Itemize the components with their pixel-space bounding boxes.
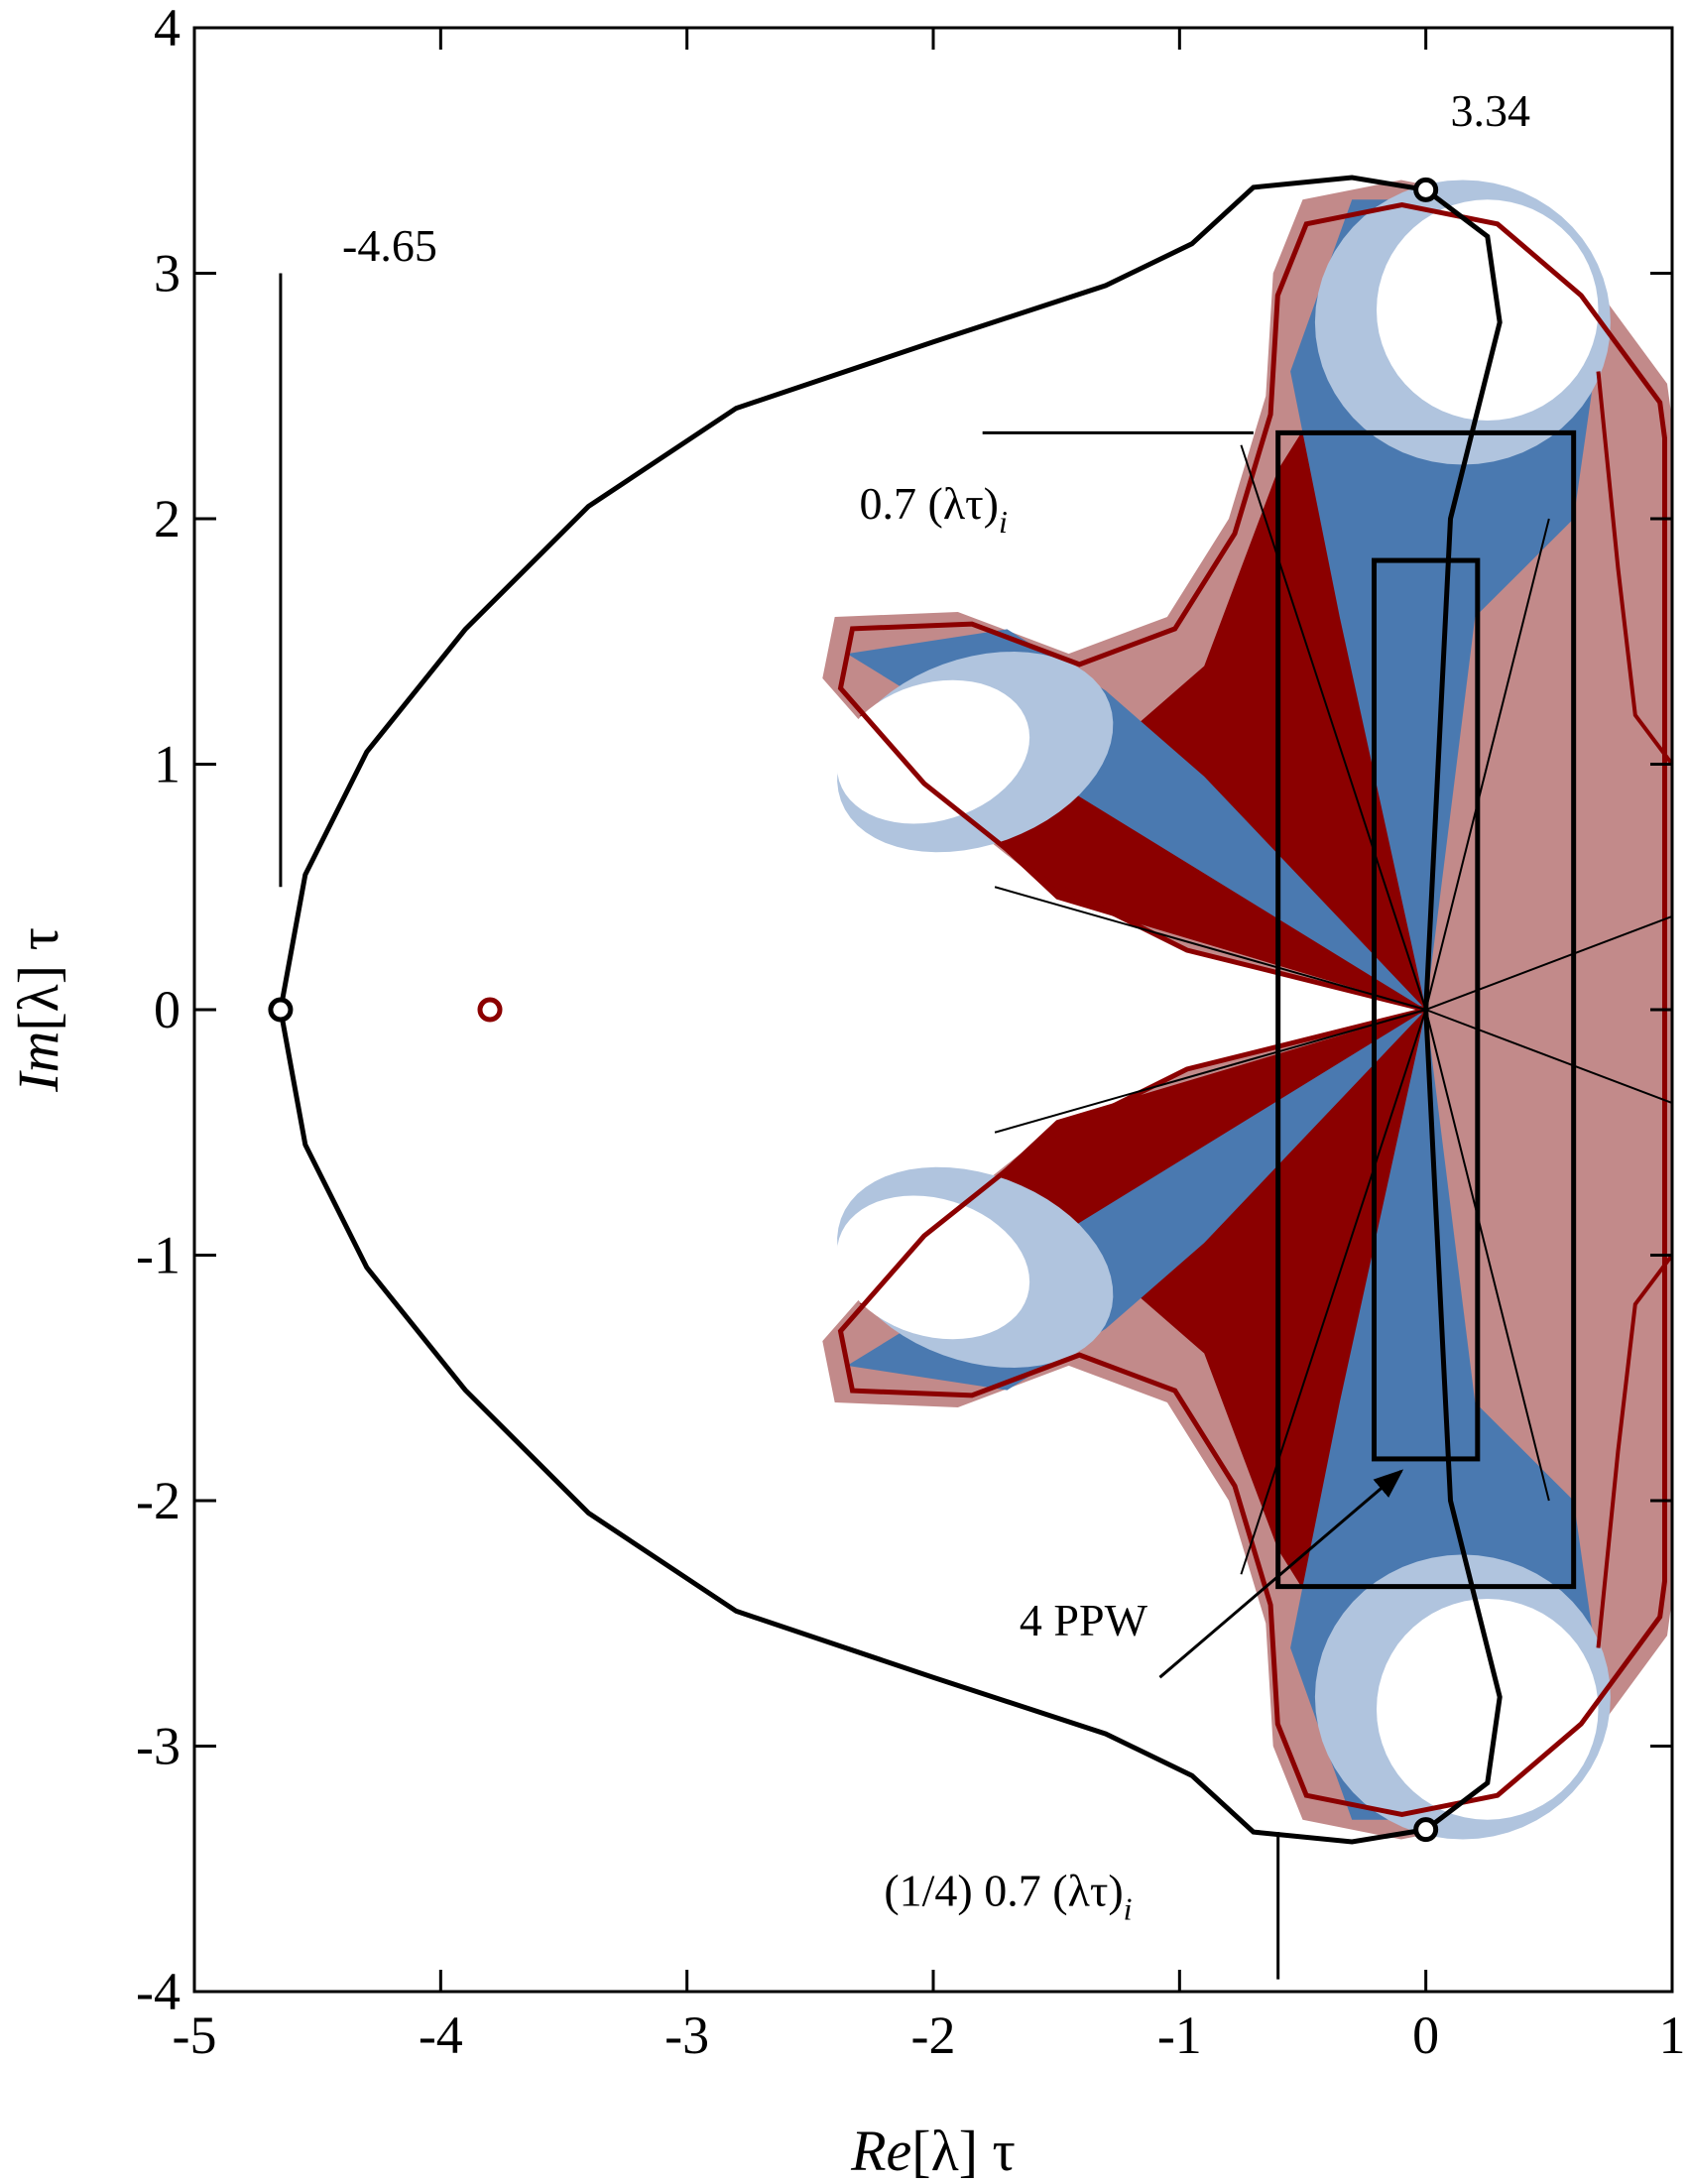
annotation-left-value: -4.65: [342, 220, 437, 271]
white-hole-top: [1377, 199, 1599, 421]
ray-lower-3: [1424, 1009, 1550, 1502]
ray-lower-1: [1240, 1009, 1427, 1575]
bound-rectangle-0: [1275, 429, 1577, 1590]
y-tick-label: 1: [154, 735, 181, 794]
boundary-marker-3: [477, 997, 503, 1023]
x-tick-label: -1: [1157, 2005, 1202, 2065]
y-axis-title: Im[λ] τ: [6, 927, 70, 1093]
annotation-top-value: 3.34: [1451, 85, 1531, 136]
ray-upper-0: [994, 886, 1426, 1011]
boundary-marker-1: [1413, 177, 1439, 202]
y-tick-label: 3: [154, 244, 181, 303]
boundary-marker-2: [1413, 1817, 1439, 1843]
y-tick-label: 4: [154, 0, 181, 58]
x-tick-label: 1: [1659, 2005, 1686, 2065]
x-axis-title: Re[λ] τ: [850, 2119, 1016, 2183]
ray-upper-3: [1424, 518, 1550, 1011]
bound-rectangle-1: [1372, 557, 1481, 1462]
axis-ticks: [192, 26, 1674, 1994]
stability-regions: [822, 180, 1672, 1840]
bound-rectangles: [1275, 429, 1577, 1590]
y-tick-label: -1: [136, 1226, 181, 1285]
red-curve-right-lower: [1596, 1254, 1674, 1648]
red-curve-right-upper: [1596, 371, 1674, 766]
ray-upper-1: [1240, 444, 1427, 1011]
white-hole-upper-left: [836, 679, 1030, 824]
dark-red-region: [859, 346, 1426, 1673]
y-tick-label: -2: [136, 1471, 181, 1530]
white-hole-lower-left: [836, 1195, 1030, 1340]
boundary-marker-0: [268, 997, 294, 1023]
annotations: 3.34 -4.65 0.7 (λτ)i (1/4) 0.7 (λτ)i 4 PPW: [279, 85, 1531, 1980]
ray-lower-2: [1425, 1009, 1673, 1104]
ray-lower-0: [994, 1009, 1426, 1134]
y-tick-label: 0: [154, 980, 181, 1039]
boundary-markers: [268, 177, 1439, 1843]
x-tick-label: -5: [173, 2005, 217, 2065]
annotation-mid-label: 0.7 (λτ)i: [860, 478, 1008, 540]
arrow-4ppw: [1158, 1469, 1404, 1679]
annotation-bottom-label: (1/4) 0.7 (λτ)i: [884, 1865, 1132, 1926]
x-tick-label: -4: [419, 2005, 463, 2065]
annotation-arrow-label: 4 PPW: [1020, 1595, 1148, 1645]
y-tick-label: 2: [154, 489, 181, 548]
ray-upper-2: [1425, 915, 1673, 1011]
y-tick-label: -3: [136, 1717, 181, 1776]
white-hole-bottom: [1377, 1599, 1599, 1820]
x-tick-label: -2: [911, 2005, 956, 2065]
x-tick-label: -3: [664, 2005, 709, 2065]
ray-lines: [994, 444, 1673, 1575]
x-tick-label: 0: [1412, 2005, 1439, 2065]
y-tick-label: -4: [136, 1962, 181, 2021]
